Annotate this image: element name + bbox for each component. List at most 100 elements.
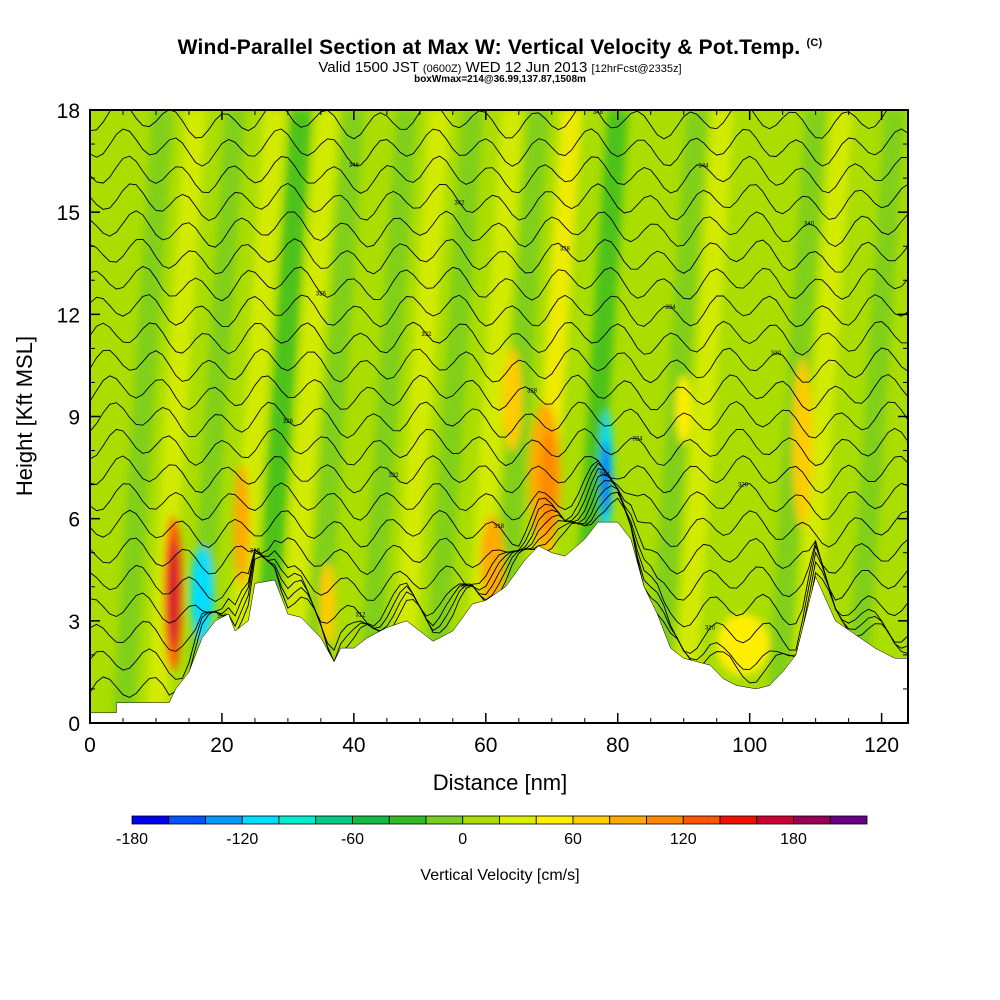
subtitle-date: WED 12 Jun 2013 xyxy=(465,59,588,76)
colorbar-swatch xyxy=(793,815,831,825)
y-axis-title: Height [Kft MSL] xyxy=(12,336,37,496)
isentrope-line xyxy=(90,485,908,654)
colorbar-swatch xyxy=(499,815,537,825)
isentrope-label: 314 xyxy=(600,472,611,478)
colorbar-tick-label: 0 xyxy=(458,831,467,848)
isentrope-label: 316 xyxy=(250,548,261,554)
colorbar-tick-label: 60 xyxy=(564,831,582,848)
x-tick-label: 40 xyxy=(342,734,365,757)
subtitle-box-info: boxWmax=214@36.99,137.87,1508m xyxy=(414,74,586,85)
terrain xyxy=(89,521,909,724)
colorbar-swatch xyxy=(535,815,574,825)
isentrope-label: 322 xyxy=(388,473,399,479)
isentrope-label: 332 xyxy=(421,332,432,338)
isentrope-line xyxy=(90,210,908,248)
isentrope-line xyxy=(90,462,908,549)
x-tick-label: 20 xyxy=(210,734,233,757)
colorbar-swatch xyxy=(388,815,427,825)
isentrope-line xyxy=(90,347,908,384)
isentrope-label: 312 xyxy=(355,612,366,618)
isentrope-line xyxy=(90,373,908,412)
colorbar-swatch xyxy=(278,815,317,825)
colorbar-swatch xyxy=(572,815,611,825)
colorbar-swatch xyxy=(168,815,206,825)
colorbar-swatch xyxy=(241,815,280,825)
isentrope-line xyxy=(90,468,908,576)
y-tick-label: 9 xyxy=(68,407,80,430)
isentrope-label: 310 xyxy=(705,626,716,632)
isentrope-label: 344 xyxy=(698,163,709,169)
colorbar-swatch xyxy=(425,815,464,825)
colorbar-tick-label: 180 xyxy=(780,831,807,848)
colorbar-swatch xyxy=(829,815,868,825)
potential-temperature-contours: 306 308 310 312 314 316 318 320 322 324 326 328 330 3… xyxy=(90,110,908,698)
subtitle-utc: (0600Z) xyxy=(422,63,462,75)
isentrope-line xyxy=(90,455,908,494)
isentrope-label: 334 xyxy=(666,305,677,311)
colorbar-swatch xyxy=(315,815,353,825)
chart-subtitle: Valid 1500 JST (0600Z) WED 12 Jun 2013 [… xyxy=(0,59,1000,76)
isentrope-label: 306 xyxy=(217,614,228,620)
chart-title: Wind-Parallel Section at Max W: Vertical… xyxy=(0,36,1000,60)
isentrope-label: 340 xyxy=(804,222,815,228)
y-tick-label: 6 xyxy=(68,509,80,532)
isentrope-label: 338 xyxy=(560,246,571,252)
isentrope-line xyxy=(90,265,908,302)
colorbar-title: Vertical Velocity [cm/s] xyxy=(420,867,579,884)
y-tick-label: 0 xyxy=(68,713,80,736)
colorbar-swatch xyxy=(756,815,794,825)
x-tick-label: 120 xyxy=(864,734,899,757)
colorbar-tick-label: -180 xyxy=(116,831,148,848)
colorbar-swatch xyxy=(131,815,170,825)
isentrope-label: 328 xyxy=(527,389,538,395)
colorbar-swatch xyxy=(646,815,684,825)
isentrope-line xyxy=(90,110,908,140)
isentrope-label: 330 xyxy=(771,351,782,357)
isentrope-label: 318 xyxy=(494,524,505,530)
colorbar: -180 -120 -60 0 60 120 180 xyxy=(116,815,868,848)
y-tick-label: 15 xyxy=(57,202,80,225)
colorbar-swatch xyxy=(462,815,500,825)
colorbar-swatch xyxy=(205,815,243,825)
title-copyright: (C) xyxy=(806,37,823,49)
x-tick-label: 80 xyxy=(606,734,629,757)
isentrope-line xyxy=(90,473,908,603)
colorbar-tick-label: -60 xyxy=(341,831,364,848)
terrain-mask xyxy=(89,521,909,724)
x-tick-label: 0 xyxy=(84,734,96,757)
colorbar-tick-label: -120 xyxy=(226,831,258,848)
x-axis-title: Distance [nm] xyxy=(433,770,568,795)
subtitle-forecast: [12hrFcst@2335z] xyxy=(591,63,682,75)
isentrope-label: 348 xyxy=(593,110,604,116)
colorbar-swatch xyxy=(682,815,721,825)
isentrope-label: 342 xyxy=(454,201,465,207)
x-tick-label: 60 xyxy=(474,734,497,757)
subtitle-valid: Valid 1500 JST xyxy=(318,59,419,76)
isentrope-line xyxy=(90,320,908,356)
isentrope-label: 320 xyxy=(738,483,749,489)
isentrope-label: 336 xyxy=(316,291,327,297)
y-tick-label: 12 xyxy=(57,304,80,327)
y-tick-label: 3 xyxy=(68,611,80,634)
isentrope-line xyxy=(90,459,908,521)
chart-title-block: Wind-Parallel Section at Max W: Vertical… xyxy=(0,36,1000,85)
isentrope-line xyxy=(90,400,908,439)
isentrope-line xyxy=(90,128,908,167)
isentrope-line xyxy=(90,238,908,275)
isentrope-label: 308 xyxy=(461,583,472,589)
isentrope-line xyxy=(90,427,908,467)
isentrope-label: 326 xyxy=(283,419,294,425)
isentrope-line xyxy=(90,480,908,628)
isentrope-line xyxy=(90,294,908,328)
colorbar-swatch xyxy=(609,815,647,825)
colorbar-swatch xyxy=(352,815,390,825)
isentrope-line xyxy=(90,155,908,194)
axes: 0 20 40 60 80 100 120 0 3 6 9 12 15 18 xyxy=(57,100,908,757)
y-tick-label: 18 xyxy=(57,100,80,123)
colorbar-tick-label: 120 xyxy=(670,831,697,848)
x-tick-label: 100 xyxy=(732,734,767,757)
isentrope-line xyxy=(90,182,908,222)
colorbar-swatch xyxy=(719,815,758,825)
isentrope-label: 346 xyxy=(349,163,360,169)
